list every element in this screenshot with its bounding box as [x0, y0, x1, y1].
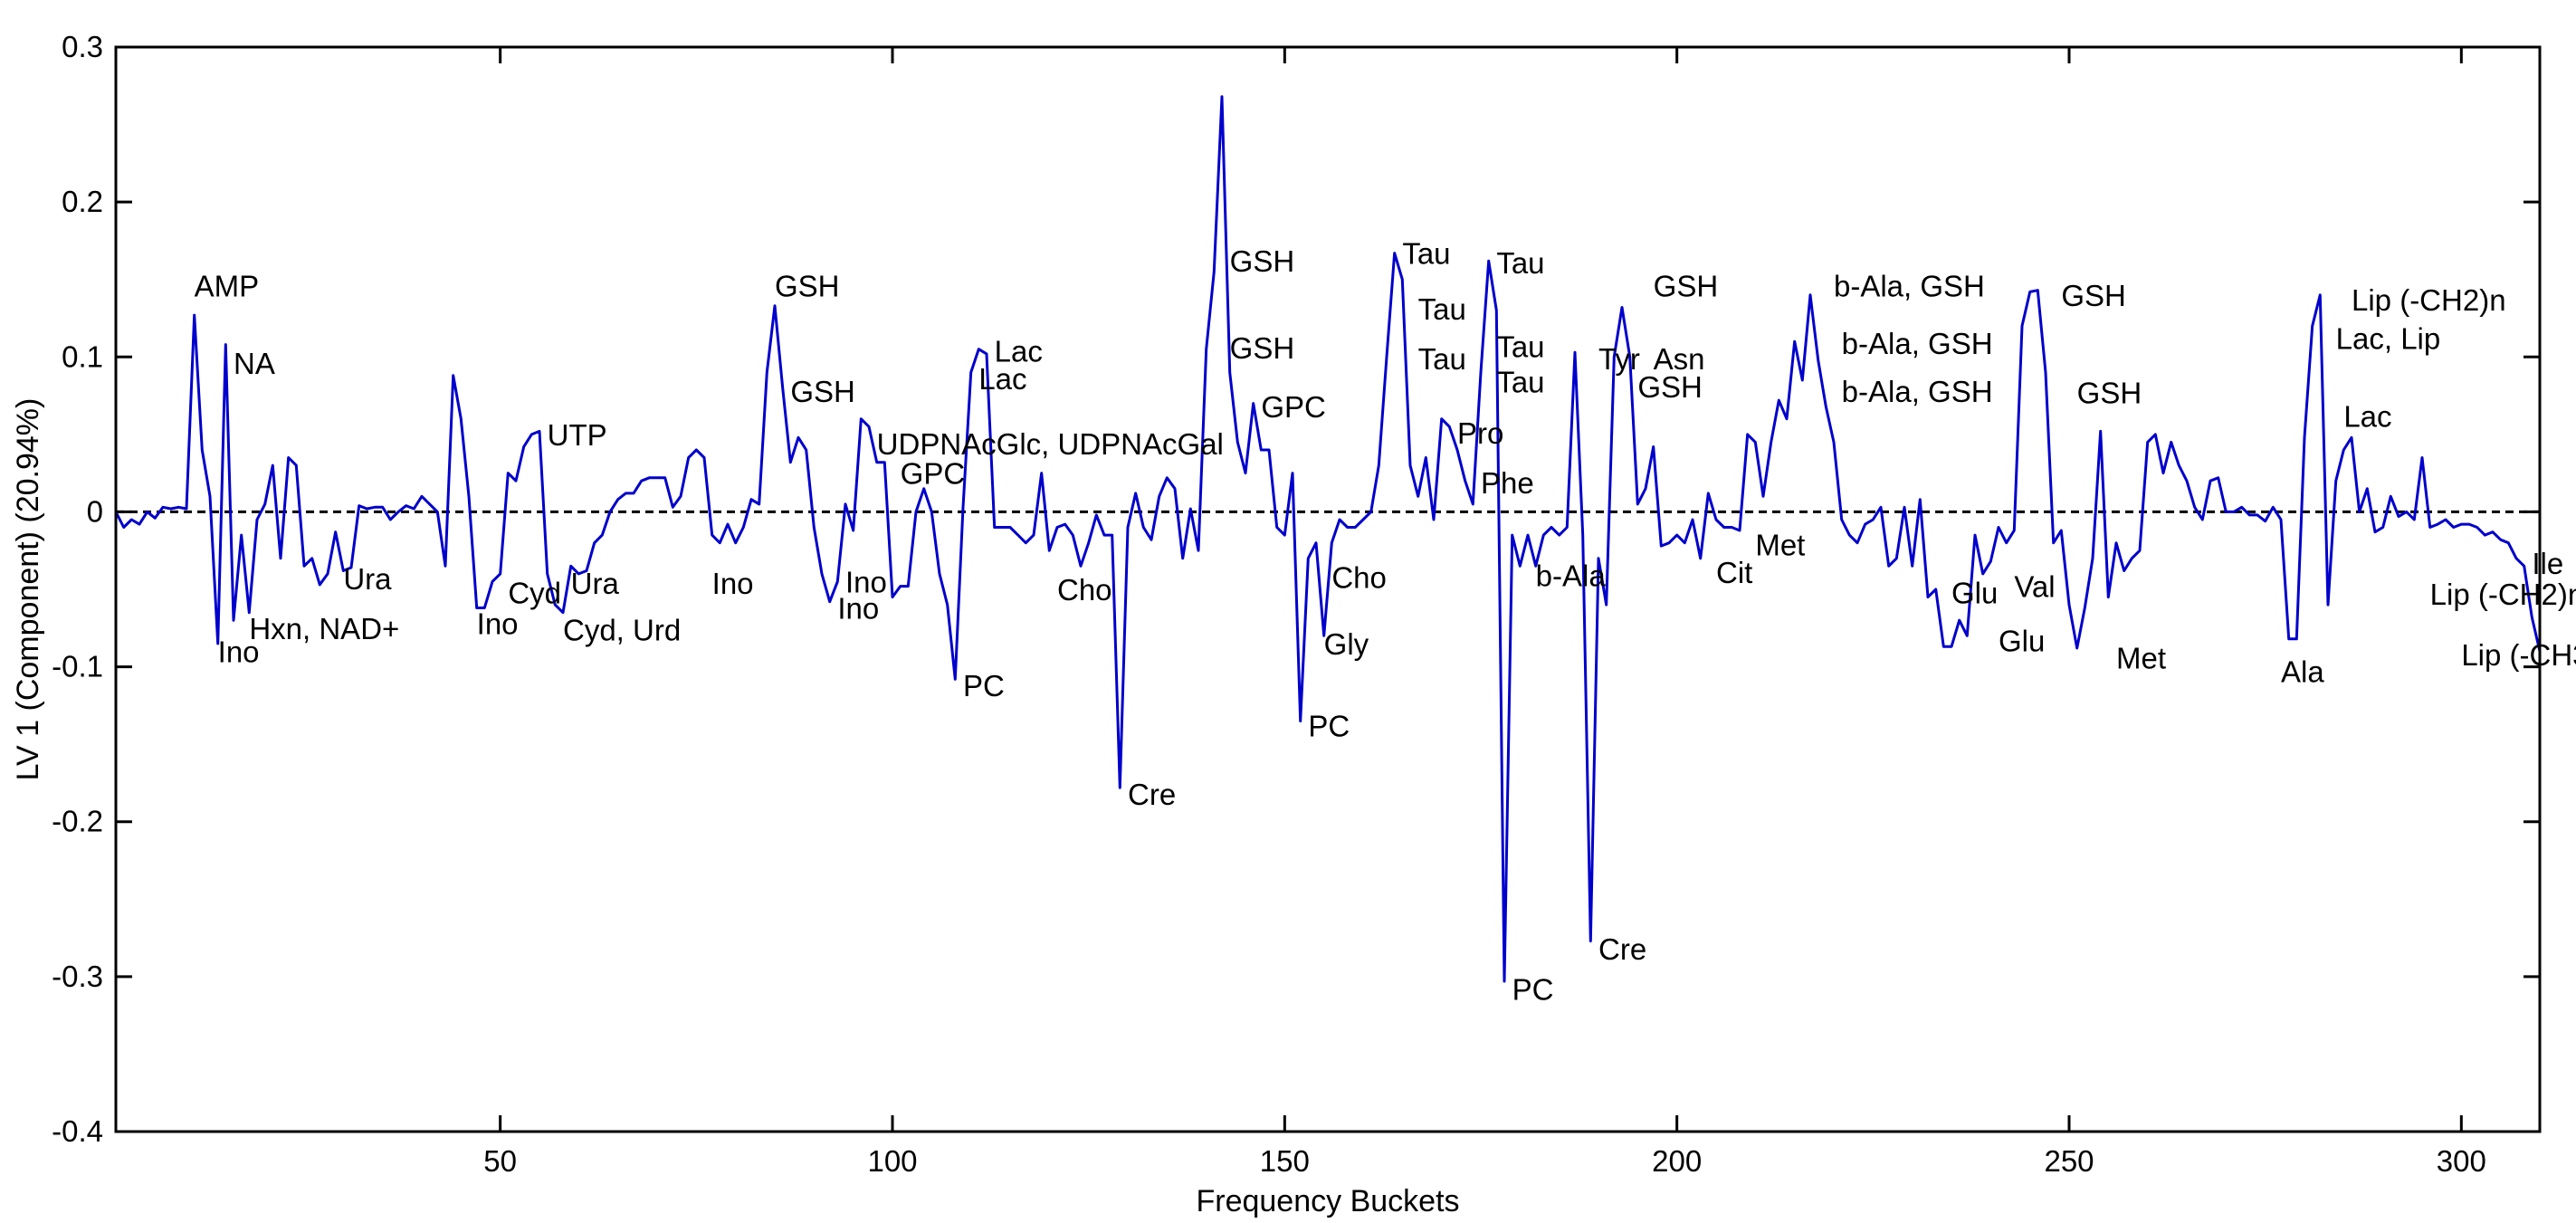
x-tick-labels: 50 100 150 200 250 300	[483, 1144, 2486, 1178]
x-axis-label: Frequency Buckets	[1196, 1184, 1459, 1218]
annotation-label: GSH	[2077, 377, 2142, 410]
annotation-label: Tau	[1496, 366, 1544, 399]
annotation-label: Met	[1755, 528, 1805, 561]
annotation-label: b-Ala, GSH	[1842, 327, 1993, 360]
annotation-label: PC	[963, 669, 1005, 702]
annotation-label: Cre	[1128, 778, 1176, 811]
annotation-label: Ino	[218, 635, 260, 668]
y-tick-label: -0.4	[52, 1114, 103, 1148]
annotation-label: Ile	[2532, 547, 2563, 580]
annotation-label: Val	[2014, 570, 2055, 604]
annotation-label: Cre	[1598, 932, 1646, 966]
annotation-label: Asn	[1654, 342, 1705, 376]
x-tick-label: 250	[2044, 1144, 2094, 1178]
annotation-label: Lip (-CH3)	[2461, 638, 2576, 672]
annotation-label: Lac	[978, 362, 1026, 396]
y-tick-labels: -0.4 -0.3 -0.2 -0.1 0 0.1 0.2 0.3	[52, 30, 103, 1148]
annotation-label: Lac	[995, 334, 1043, 368]
y-tick-label: -0.3	[52, 960, 103, 993]
y-tick-label: 0.3	[62, 30, 103, 63]
annotation-label: Hxn, NAD+	[249, 612, 399, 645]
annotation-label: Glu	[1951, 576, 1998, 609]
annotation-label: Ino	[712, 567, 754, 600]
annotation-label: Pro	[1457, 416, 1503, 450]
annotation-label: Gly	[1324, 627, 1369, 661]
annotation-label: Tau	[1418, 342, 1466, 376]
plot-frame	[114, 45, 2542, 1133]
annotation-label: b-Ala	[1536, 559, 1607, 593]
annotation-label: Ino	[845, 565, 887, 598]
annotation-label: Cho	[1331, 560, 1387, 594]
y-tick-label: 0.2	[62, 185, 103, 218]
annotation-label: NA	[234, 347, 275, 380]
x-tick-label: 50	[483, 1144, 517, 1178]
annotation-label: PC	[1308, 710, 1350, 743]
annotation-label: Tau	[1402, 237, 1450, 271]
y-tick-label: -0.2	[52, 805, 103, 838]
annotation-label: UTP	[548, 418, 607, 452]
y-axis-label: LV 1 (Component) (20.94%)	[11, 398, 45, 781]
annotation-label: GSH	[775, 270, 840, 303]
annotation-label: GPC	[901, 457, 966, 491]
annotation-label: Phe	[1481, 466, 1534, 500]
annotation-label: Ino	[477, 607, 519, 641]
annotation-label: Cho	[1057, 573, 1112, 607]
x-tick-label: 150	[1260, 1144, 1310, 1178]
annotation-label: Lac, Lip	[2336, 322, 2441, 356]
annotation-label: Lac	[2343, 399, 2391, 433]
annotation-label: PC	[1512, 973, 1554, 1007]
y-tick-label: -0.1	[52, 650, 103, 683]
annotation-label: Lip (-CH2)n	[2430, 578, 2576, 611]
y-tick-label: 0.1	[62, 339, 103, 373]
annotation-label: Ura	[343, 562, 392, 596]
annotation-label: Cit	[1716, 556, 1752, 589]
annotation-label: Cyd, Urd	[563, 613, 681, 646]
annotation-label: Glu	[1999, 624, 2045, 657]
annotation-label: GPC	[1261, 390, 1326, 424]
annotation-label: GSH	[1654, 270, 1719, 303]
annotation-label: Tau	[1496, 246, 1544, 280]
series-line-lv1	[114, 95, 2542, 983]
annotation-label: Lip (-CH2)n	[2352, 283, 2506, 317]
annotation-label: Tau	[1496, 330, 1544, 363]
annotation-label: GSH	[1230, 244, 1295, 278]
annotation-label: Tyr	[1598, 342, 1640, 376]
x-tick-label: 300	[2437, 1144, 2486, 1178]
y-tick-label: 0	[87, 494, 103, 528]
series-layer	[114, 95, 2542, 983]
annotation-label: Cyd	[508, 576, 561, 609]
annotation-label: Ura	[571, 567, 620, 600]
annotation-label: GSH	[1637, 370, 1703, 404]
annotation-label: b-Ala, GSH	[1834, 270, 1985, 303]
annotation-label: b-Ala, GSH	[1842, 375, 1993, 408]
annotation-label: AMP	[195, 270, 260, 303]
annotation-label: GSH	[1230, 331, 1295, 365]
x-tick-label: 100	[867, 1144, 917, 1178]
x-tick-label: 200	[1652, 1144, 1702, 1178]
annotation-label: Met	[2116, 641, 2166, 674]
annotation-label: UDPNAcGlc, UDPNAcGal	[877, 427, 1224, 461]
annotation-label: Ala	[2281, 655, 2324, 689]
annotation-label: GSH	[790, 375, 855, 408]
annotation-label: Tau	[1418, 292, 1466, 326]
annotation-label: Ino	[837, 592, 879, 626]
annotation-label: GSH	[2061, 279, 2126, 312]
